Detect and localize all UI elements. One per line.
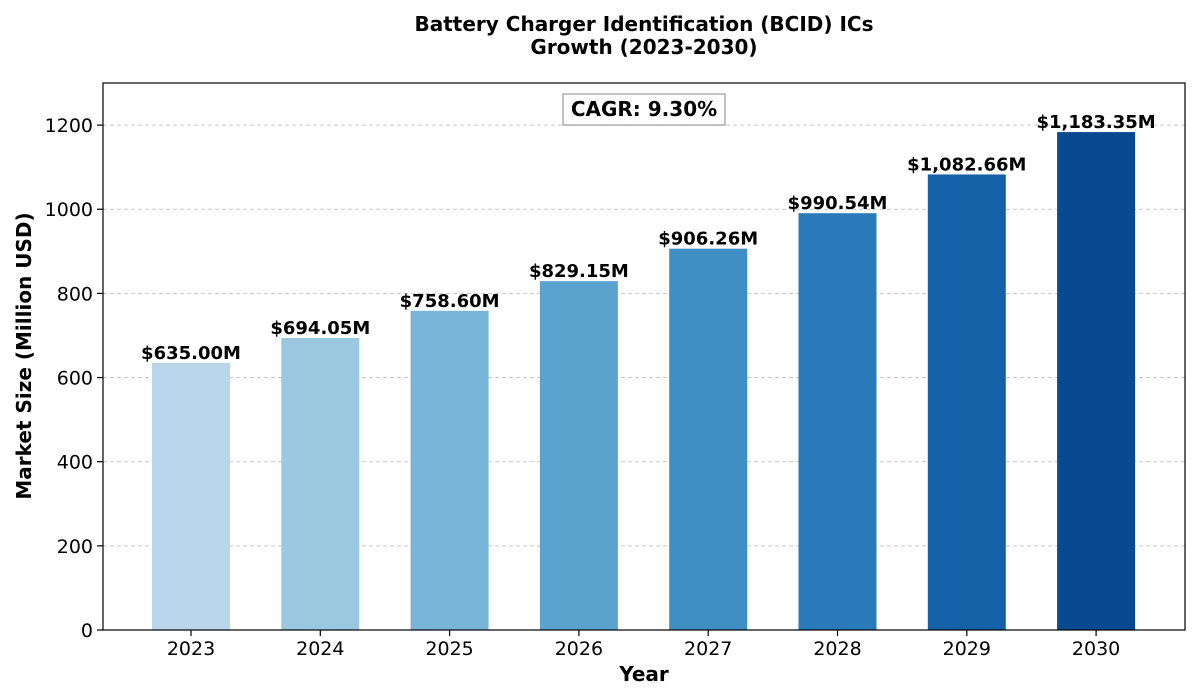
y-tick-label: 1200 [45,115,93,137]
bar-value-label: $758.60M [400,291,500,312]
bar [1057,132,1136,630]
cagr-label: CAGR: 9.30% [571,97,717,121]
plot-frame [102,82,1186,631]
bar [539,281,618,630]
y-axis-title: Market Size (Million USD) [12,212,36,499]
bars [152,132,1136,630]
x-tick-label: 2027 [684,638,732,660]
y-tick-label: 1000 [45,199,93,221]
chart-title-line-2: Growth (2023-2030) [530,35,757,59]
bar [410,310,489,630]
x-tick-label: 2024 [296,638,344,660]
bar-value-label: $635.00M [141,343,241,364]
x-tick-label: 2026 [555,638,603,660]
y-tick-label: 0 [81,620,93,642]
x-tick-label: 2030 [1072,638,1120,660]
cagr-box [562,93,726,126]
x-tick-label: 2028 [813,638,861,660]
y-axis-ticks: 0 200 400 600 800 1000 1200 [45,115,103,642]
y-tick-label: 800 [57,283,93,305]
bar [927,174,1006,630]
bar [669,248,748,630]
chart-title-line-1: Battery Charger Identification (BCID) IC… [414,12,873,36]
cagr-annotation: CAGR: 9.30% [562,93,726,126]
x-axis-ticks: 2023 2024 2025 2026 2027 2028 2029 2030 [167,630,1120,660]
bar [281,337,360,630]
data-labels: $635.00M $694.05M $758.60M $829.15M $906.26M… [141,112,1156,364]
y-tick-label: 400 [57,452,93,474]
bar-value-label: $1,082.66M [907,154,1026,175]
bar-value-label: $906.26M [658,229,758,250]
x-tick-label: 2025 [425,638,473,660]
bar [798,213,877,630]
x-tick-label: 2023 [167,638,215,660]
bar-value-label: $990.54M [788,193,888,214]
y-tick-label: 600 [57,368,93,390]
bar-value-label: $1,183.35M [1036,112,1155,133]
y-tick-label: 200 [57,536,93,558]
gridlines [103,124,1185,547]
bar [152,362,230,630]
x-tick-label: 2029 [943,638,991,660]
x-axis-title: Year [618,662,669,686]
bar-value-label: $829.15M [529,261,629,282]
bar-value-label: $694.05M [270,318,370,339]
